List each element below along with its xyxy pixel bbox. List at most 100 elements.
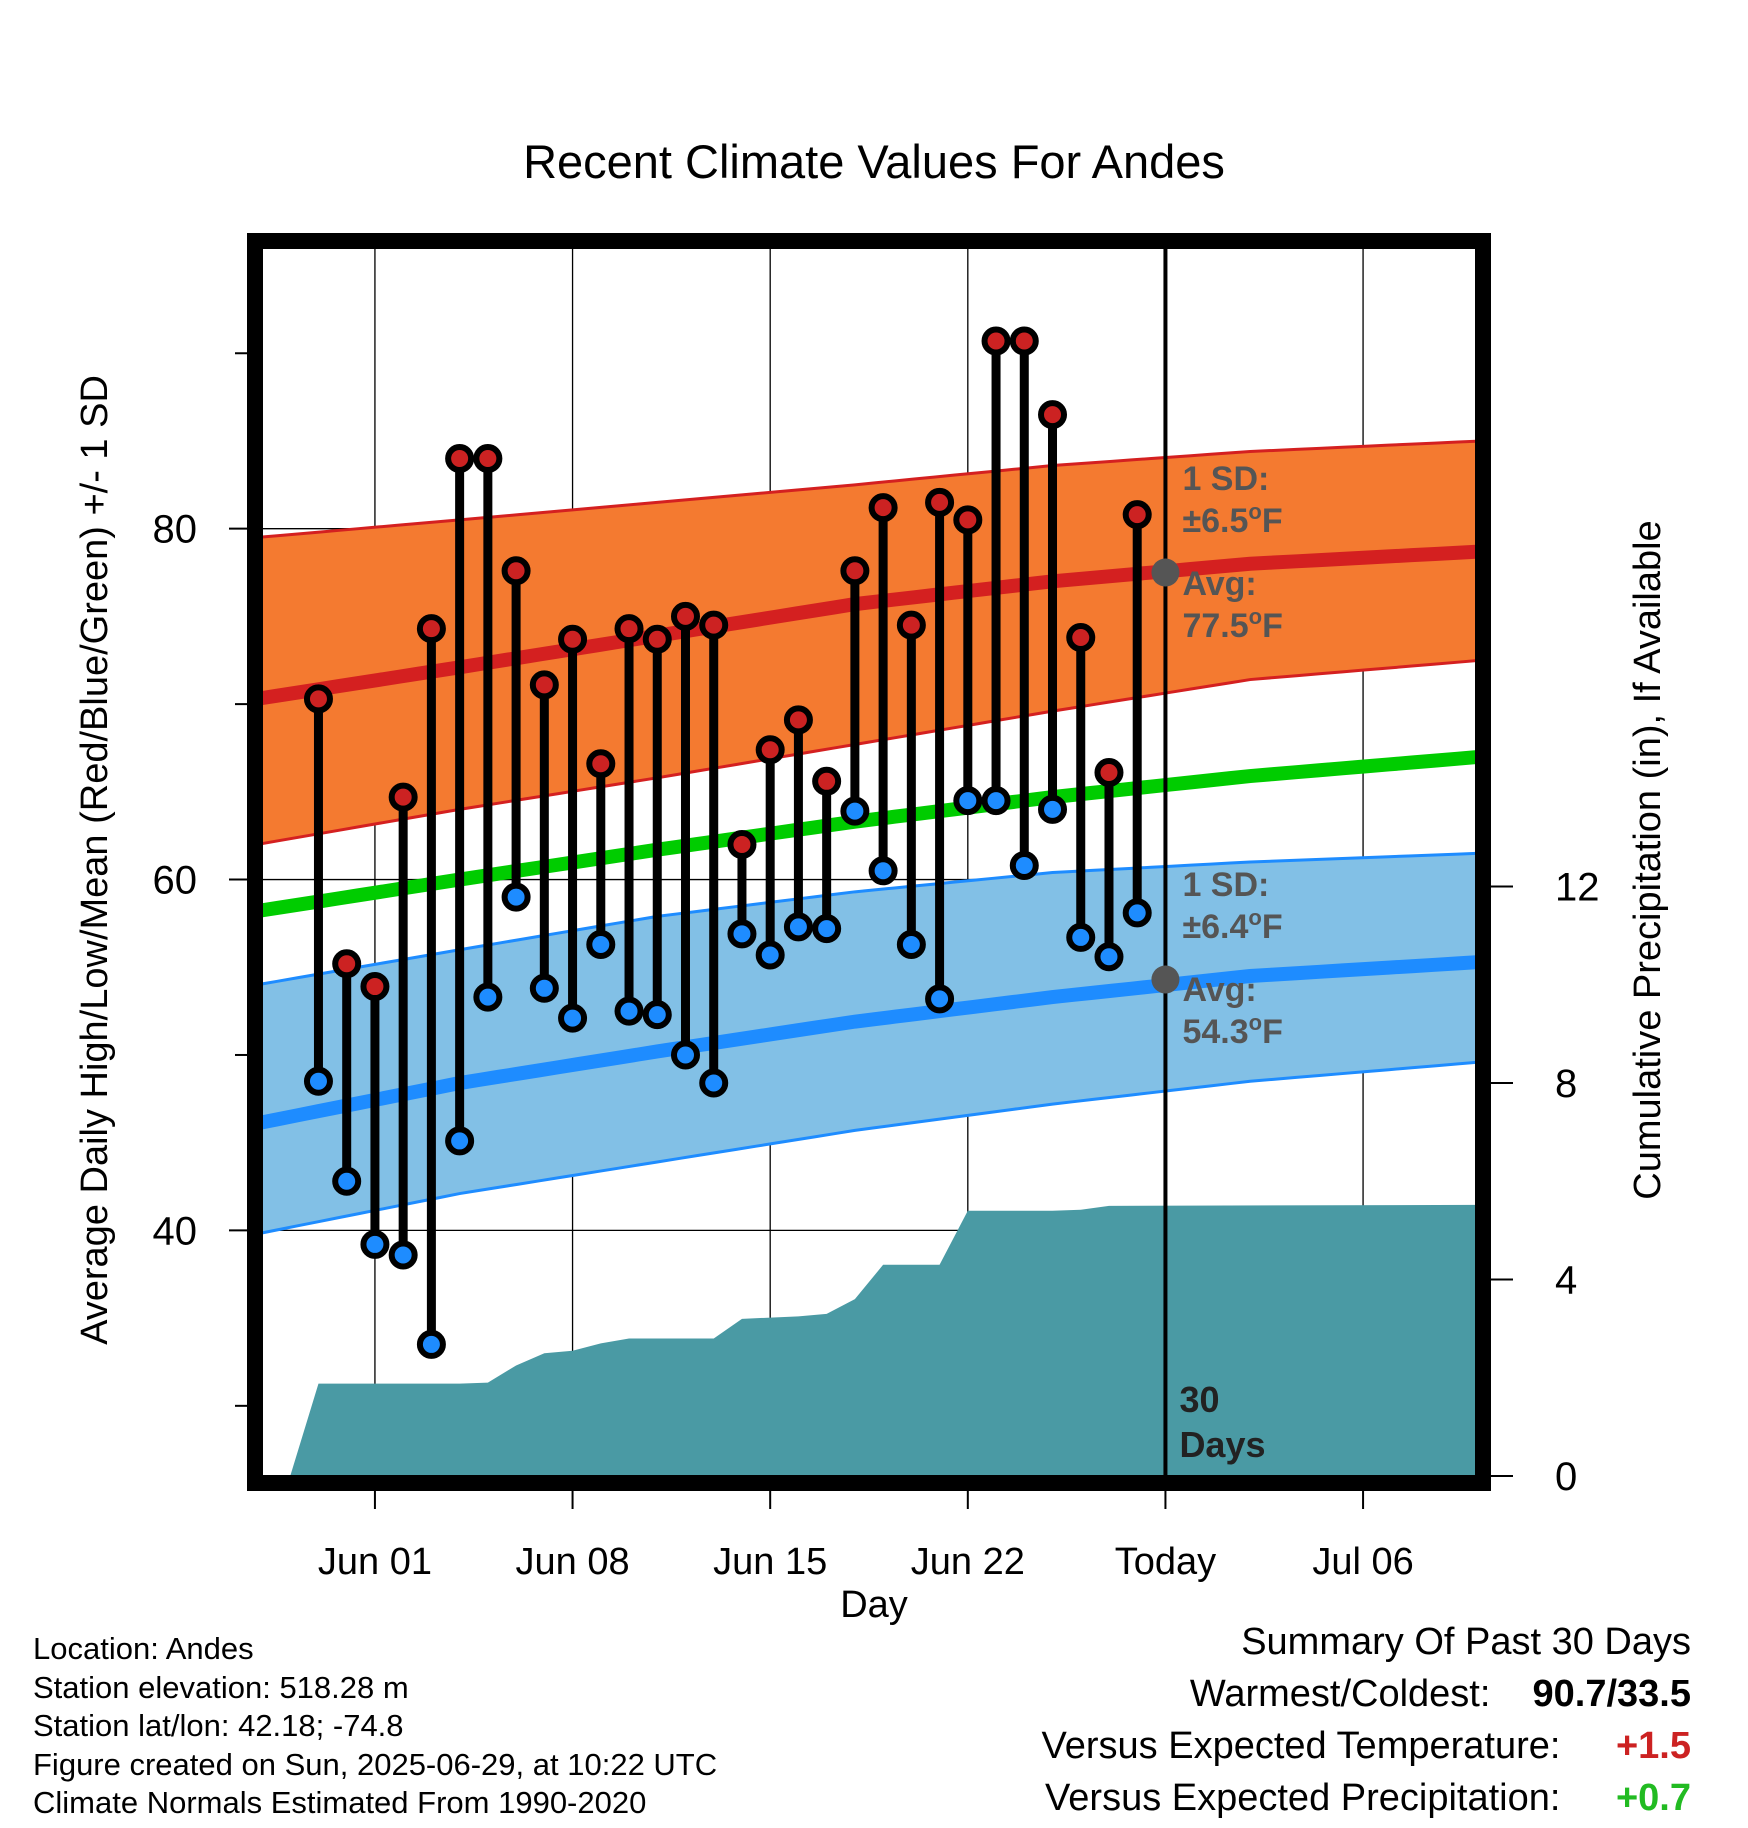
- y-right-tick-label: 4: [1555, 1259, 1577, 1303]
- low-point: [925, 984, 955, 1014]
- plot-area: [262, 248, 1476, 1476]
- low-point: [981, 786, 1011, 816]
- y-right-tick-label: 12: [1555, 866, 1600, 910]
- high-point: [812, 766, 842, 796]
- high-sd-annotation-value: ±6.5oF: [1182, 499, 1282, 540]
- high-point: [925, 487, 955, 517]
- latlon-text: Station lat/lon: 42.18; -74.8: [33, 1708, 404, 1743]
- low-lower-edge: [262, 1060, 1476, 1235]
- low-point: [445, 1126, 475, 1156]
- y-axis-right-label: Cumulative Precipitation (in), If Availa…: [1627, 520, 1669, 1199]
- high-point: [1038, 400, 1068, 430]
- low-point: [868, 856, 898, 886]
- high-point: [699, 610, 729, 640]
- low-point: [953, 786, 983, 816]
- low-point: [755, 940, 785, 970]
- high-point: [1122, 500, 1152, 530]
- high-point: [416, 614, 446, 644]
- high-point: [586, 749, 616, 779]
- high-point: [755, 735, 785, 765]
- x-tick-label: Jun 22: [911, 1541, 1025, 1583]
- low-point: [896, 929, 926, 959]
- normals-text: Climate Normals Estimated From 1990-2020: [33, 1785, 647, 1820]
- chart-title: Recent Climate Values For Andes: [523, 135, 1225, 188]
- y-axis-label: Average Daily High/Low/Mean (Red/Blue/Gr…: [74, 375, 116, 1345]
- low-point: [416, 1329, 446, 1359]
- high-point: [303, 684, 333, 714]
- temp-value: +1.5: [1615, 1725, 1691, 1767]
- high-point: [1094, 758, 1124, 788]
- summary-title: Summary Of Past 30 Days: [1241, 1621, 1691, 1663]
- summary-precip: Versus Expected Precipitation: +0.7: [1042, 1772, 1691, 1824]
- high-point: [727, 829, 757, 859]
- low-avg-annotation-label: Avg:: [1182, 971, 1256, 1009]
- location-text: Location: Andes: [33, 1631, 254, 1666]
- low-point: [840, 796, 870, 826]
- created-text: Figure created on Sun, 2025-06-29, at 10…: [33, 1746, 718, 1782]
- low-point: [1066, 922, 1096, 952]
- summary-warm-cold: Warmest/Coldest: 90.7/33.5: [1042, 1668, 1691, 1720]
- low-point: [473, 982, 503, 1012]
- high-point: [783, 705, 813, 735]
- low-point: [501, 882, 531, 912]
- y-right-tick-label: 8: [1555, 1062, 1577, 1106]
- low-point: [303, 1066, 333, 1096]
- low-point: [699, 1068, 729, 1098]
- low-point: [783, 912, 813, 942]
- high-point: [1009, 326, 1039, 356]
- station-info: Location: Andes Station elevation: 518.2…: [33, 1630, 717, 1823]
- low-point: [529, 973, 559, 1003]
- x-axis-label: Day: [840, 1584, 908, 1626]
- low-sd-annotation-label: 1 SD:: [1182, 866, 1269, 904]
- y-tick-label: 80: [153, 508, 198, 552]
- high-point: [445, 444, 475, 474]
- high-point: [868, 493, 898, 523]
- y-tick-label: 40: [153, 1209, 198, 1253]
- low-point: [388, 1240, 418, 1270]
- plot-frame: [247, 233, 1491, 1491]
- x-tick-label: Today: [1115, 1541, 1216, 1583]
- low-point: [727, 919, 757, 949]
- elevation-text: Station elevation: 518.28 m: [33, 1669, 409, 1705]
- climate-chart: Recent Climate Values For Andes 1 SD:±6.…: [74, 135, 1669, 1626]
- low-point: [332, 1166, 362, 1196]
- low-point: [812, 914, 842, 944]
- high-point: [896, 610, 926, 640]
- high-point: [473, 444, 503, 474]
- low-point: [360, 1229, 390, 1259]
- x-tick-label: Jun 08: [516, 1541, 630, 1583]
- low-sd-band: [262, 853, 1476, 1233]
- precip-value: +0.7: [1615, 1777, 1691, 1819]
- low-point: [558, 1003, 588, 1033]
- y-tick-label: 60: [153, 859, 198, 903]
- low-avg-annotation-value: 54.3oF: [1182, 1010, 1282, 1051]
- x-tick-label: Jun 15: [713, 1541, 827, 1583]
- high-point: [670, 601, 700, 631]
- high-point: [388, 782, 418, 812]
- warm-cold-value: 90.7/33.5: [1532, 1673, 1691, 1715]
- precip-area: [290, 1204, 1476, 1476]
- high-point: [1066, 622, 1096, 652]
- low-point: [1094, 942, 1124, 972]
- low-point: [642, 1000, 672, 1030]
- high-point: [981, 326, 1011, 356]
- high-point: [614, 614, 644, 644]
- high-point: [558, 624, 588, 654]
- today-avg-low-marker: [1151, 965, 1180, 994]
- low-sd-annotation-value: ±6.4oF: [1182, 905, 1282, 946]
- low-point: [670, 1040, 700, 1070]
- high-sd-annotation-label: 1 SD:: [1182, 460, 1269, 498]
- low-point: [614, 996, 644, 1026]
- high-point: [840, 556, 870, 586]
- today-days-label: Days: [1179, 1424, 1265, 1465]
- high-point: [501, 556, 531, 586]
- summary-panel: Summary Of Past 30 Days Warmest/Coldest:…: [1042, 1616, 1691, 1824]
- summary-temp: Versus Expected Temperature: +1.5: [1042, 1720, 1691, 1772]
- today-avg-high-marker: [1151, 558, 1180, 587]
- high-point: [642, 624, 672, 654]
- precip-label: Versus Expected Precipitation:: [1045, 1777, 1561, 1819]
- high-avg-annotation-value: 77.5oF: [1182, 604, 1282, 645]
- axes: 40 60 80 0 4 8 12 Jun 01 Jun 08 Jun 15 Jun 22 Today…: [153, 352, 1600, 1583]
- high-point: [332, 949, 362, 979]
